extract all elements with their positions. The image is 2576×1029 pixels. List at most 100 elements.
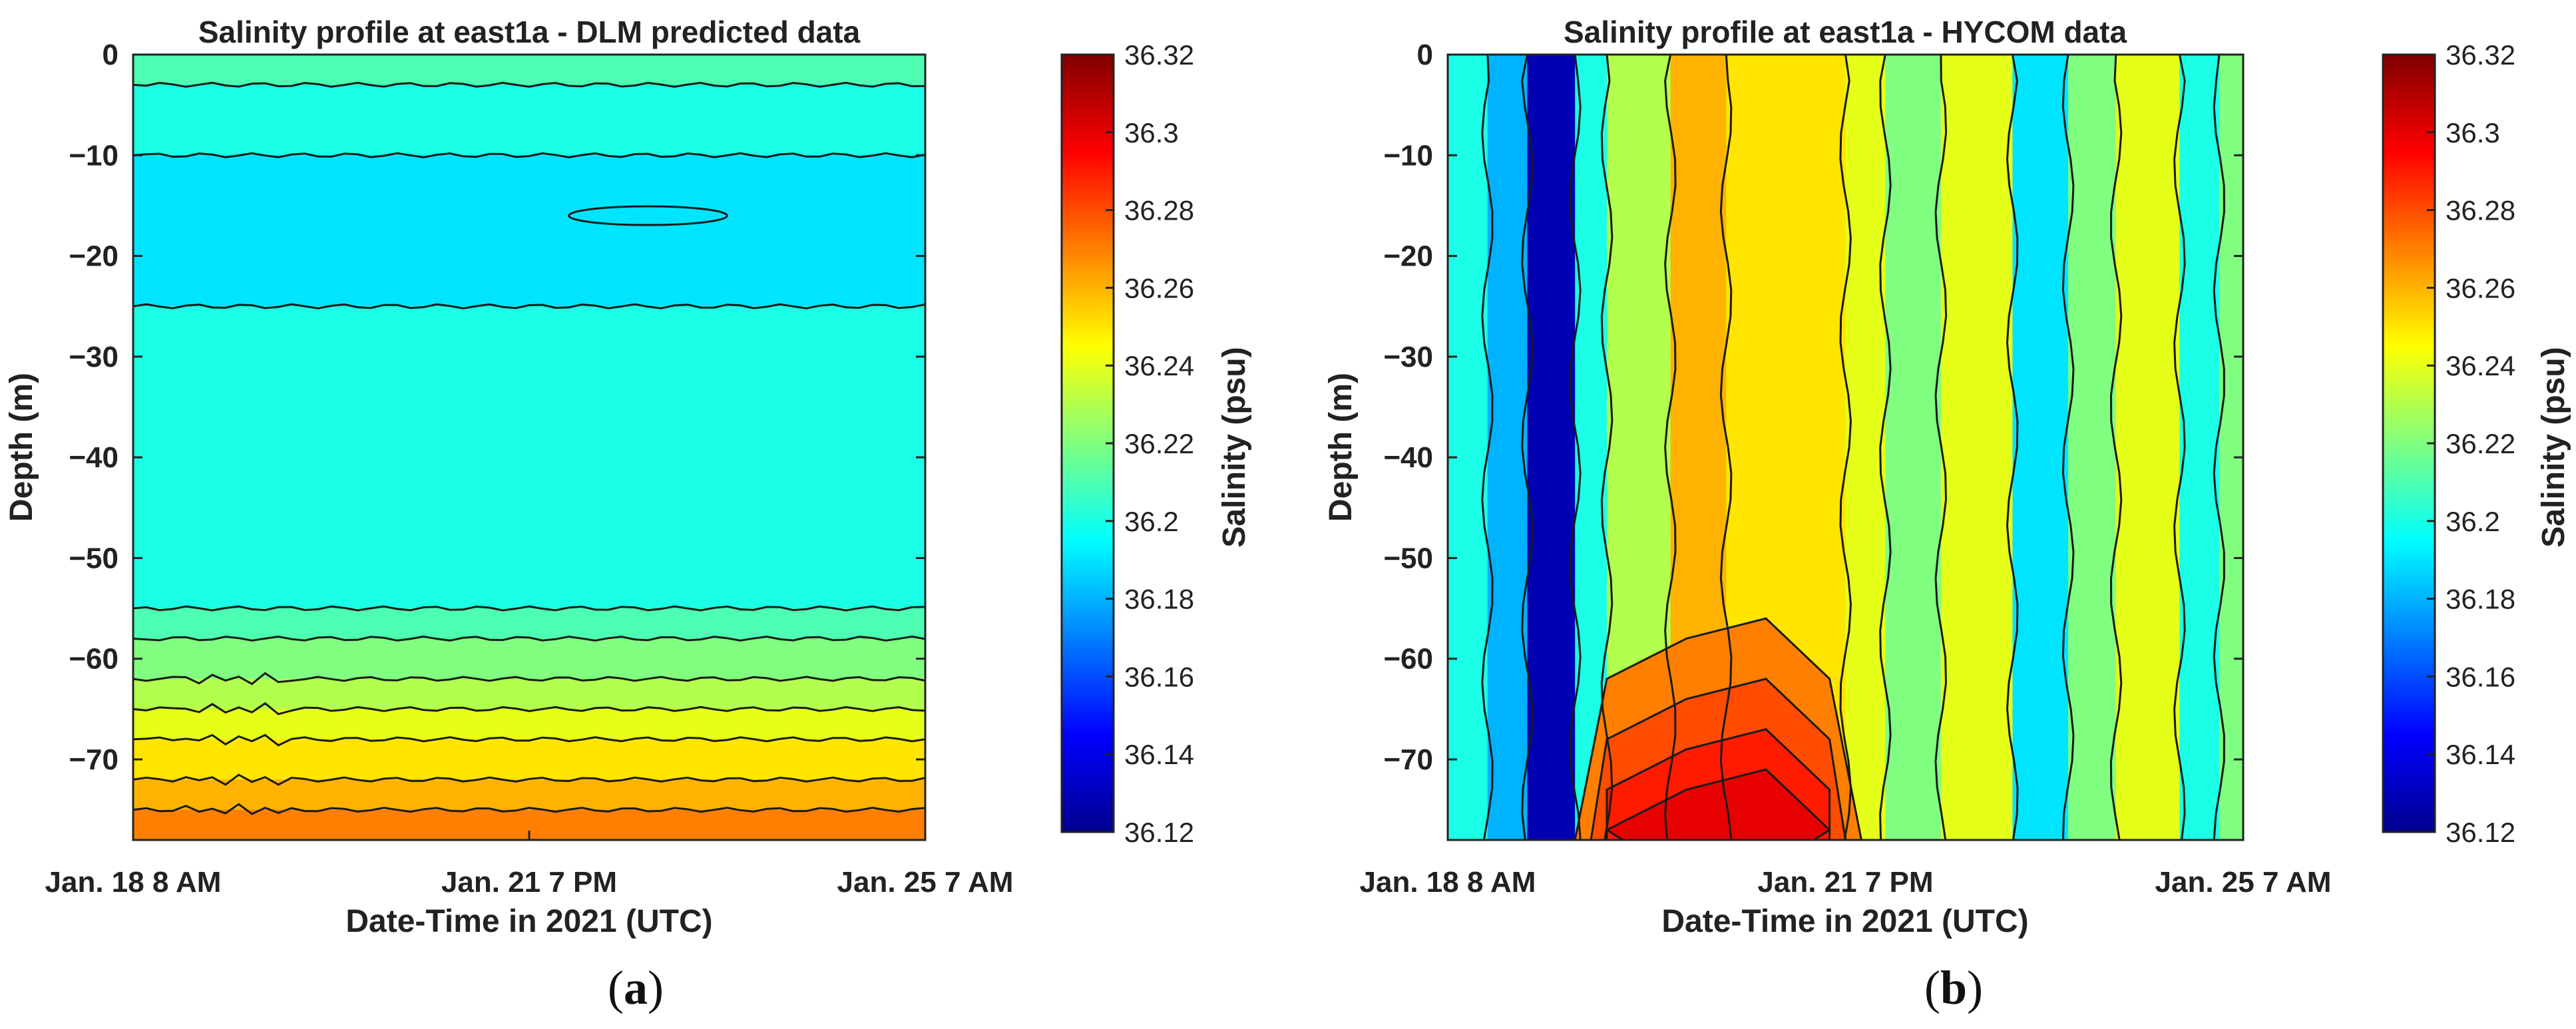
colorbar-tick-label-b-1: 36.3 [2446,117,2500,148]
colorbar-tick-label-a-4: 36.24 [1124,350,1194,381]
contour-line-b-13 [2173,55,2186,840]
contour-line-a-3 [133,303,925,309]
colorbar-tick-label-b-3: 36.26 [2446,272,2515,304]
contour-line-b-14 [2213,55,2226,840]
time-band-11 [2068,55,2117,840]
colorbar-b [2382,53,2436,833]
x-axis-b: Jan. 18 8 AM Jan. 21 7 PM Jan. 25 7 AM [1360,831,2332,899]
time-band-7 [1845,55,1886,840]
colorbar-a [1060,53,1115,833]
contour-line-b-11 [2061,55,2075,840]
y-tick-label-b-7: −70 [1383,743,1433,776]
colorbar-tick-label-b-2: 36.28 [2446,195,2515,226]
y-tick-label-b-2: −20 [1383,240,1433,273]
contour-line-a-8 [133,733,925,747]
colorbar-tick-label-a-10: 36.12 [1124,817,1194,848]
contour-line-b-7 [1839,55,1852,840]
y-tick-label-a-1: −10 [69,139,118,172]
colorbar-tick-label-b-9: 36.14 [2446,739,2515,770]
contour-line-a-5 [133,635,925,642]
colorbar-ticks-a: 36.32 36.3 36.28 36.26 36.24 36.22 36.2 36.18 36… [1106,39,1194,848]
y-axis-a: 0 −10 −20 −30 −40 −50 −60 −70 [69,39,925,776]
colorbar-label-a: Salinity (psu) [1217,347,1252,547]
contour-line-a-1 [133,81,925,88]
colorbar-tick-label-b-4: 36.24 [2446,350,2515,381]
x-axis-a: Jan. 18 8 AM Jan. 21 7 PM Jan. 25 7 AM [45,831,1014,899]
heatmap-b [1448,55,2243,840]
depth-layer-0 [133,55,925,86]
chart-title-b: Salinity profile at east1a - HYCOM data [1564,15,2127,49]
colorbar-tick-label-b-5: 36.22 [2446,428,2515,459]
chart-title-a: Salinity profile at east1a - DLM predict… [198,15,861,49]
depth-layer-8 [133,739,925,781]
contour-line-b-5 [1664,55,1677,840]
contour-line-a-6 [133,672,925,686]
colorbar-tick-label-b-6: 36.2 [2446,506,2500,537]
y-tick-label-b-6: −60 [1383,643,1433,676]
y-tick-label-a-7: −70 [69,743,118,776]
y-axis-label-b: Depth (m) [1323,373,1359,522]
heatmap-a [133,55,925,840]
time-band-12 [2115,55,2181,840]
x-tick-label-b-0: Jan. 18 8 AM [1360,866,1536,899]
colorbar-tick-label-b-0: 36.32 [2446,39,2515,71]
x-tick-label-a-2: Jan. 25 7 AM [837,866,1014,899]
depth-layer-4 [133,608,925,640]
depth-layer-9 [133,779,925,811]
contour-line-a-4 [133,605,925,612]
panel-b: Salinity profile at east1a - HYCOM data … [1323,15,2571,1014]
y-axis-b: 0 −10 −20 −30 −40 −50 −60 −70 [1383,39,2243,776]
time-band-0 [1448,55,1488,840]
contour-line-b-10 [2006,55,2019,840]
x-tick-label-b-2: Jan. 25 7 AM [2155,866,2332,899]
colorbar-tick-label-a-6: 36.2 [1124,506,1179,537]
y-tick-label-a-6: −60 [69,643,118,676]
time-band-2 [1527,55,1576,840]
y-tick-label-b-4: −40 [1383,441,1433,474]
y-tick-label-a-0: 0 [103,39,118,71]
time-band-10 [2012,55,2069,840]
time-band-8 [1885,55,1942,840]
colorbar-tick-label-b-10: 36.12 [2446,817,2515,848]
colorbar-tick-label-a-0: 36.32 [1124,39,1194,71]
colorbar-tick-label-a-7: 36.18 [1124,584,1194,615]
y-tick-label-a-3: −30 [69,341,118,373]
y-tick-label-a-2: −20 [69,240,118,273]
panel-label-b: (b) [1924,961,1983,1014]
contour-line-b-4 [1600,55,1613,840]
depth-layer-2 [133,155,925,308]
colorbar-tick-label-a-5: 36.22 [1124,428,1194,459]
contour-line-a-2 [133,152,925,158]
depth-layer-1 [133,85,925,156]
colorbar-tick-label-b-7: 36.18 [2446,584,2515,615]
x-axis-label-b: Date-Time in 2021 (UTC) [1661,904,2028,939]
contour-line-b-12 [2109,55,2123,840]
colorbar-ticks-b: 36.32 36.3 36.28 36.26 36.24 36.22 36.2 36.18 36… [2427,39,2515,848]
contour-line-b-3 [1569,55,1582,840]
y-tick-label-b-1: −10 [1383,139,1433,172]
colorbar-tick-label-a-1: 36.3 [1124,117,1179,148]
colorbar-tick-label-a-2: 36.28 [1124,195,1194,226]
contour-line-a-10 [133,803,925,815]
depth-layer-3 [133,306,925,610]
contour-line-b-9 [1934,55,1948,840]
panel-a: Salinity profile at east1a - DLM predict… [4,15,1252,1014]
depth-layer-5 [133,638,925,680]
contour-line-b-6 [1719,55,1733,840]
contour-core-a [568,205,728,226]
x-tick-label-a-0: Jan. 18 8 AM [45,866,222,899]
contour-line-b-8 [1879,55,1892,840]
contour-line-a-9 [133,773,925,786]
y-tick-label-a-5: −50 [69,542,118,574]
contour-line-b-2 [1521,55,1534,840]
colorbar-tick-label-a-8: 36.16 [1124,661,1194,692]
colorbar-tick-label-b-8: 36.16 [2446,661,2515,692]
contour-line-a-7 [133,702,925,716]
depth-layer-7 [133,709,925,740]
contour-lines-a [133,81,925,815]
colorbar-tick-label-a-9: 36.14 [1124,739,1194,770]
time-band-9 [1940,55,2014,840]
y-tick-label-b-3: −30 [1383,341,1433,373]
colorbar-label-b: Salinity (psu) [2536,347,2571,547]
contour-lines-b [1481,55,2226,840]
